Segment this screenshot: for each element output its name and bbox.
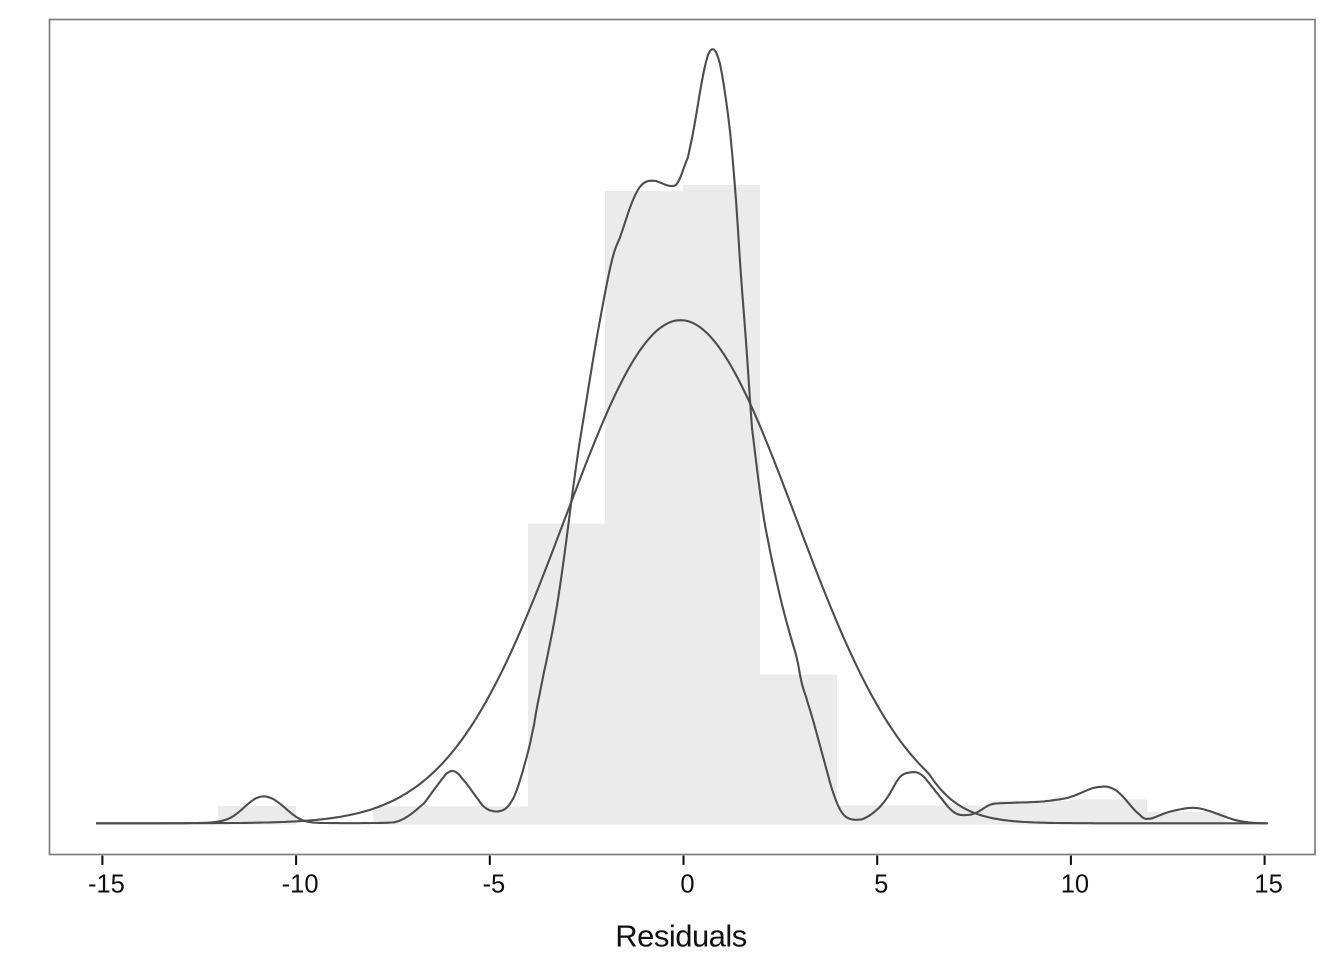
svg-text:0: 0 [680,871,694,899]
svg-text:-15: -15 [88,871,125,899]
svg-text:15: 15 [1254,871,1282,899]
svg-text:-10: -10 [282,871,319,899]
svg-text:10: 10 [1061,871,1089,899]
svg-text:-5: -5 [482,871,505,899]
svg-text:5: 5 [874,871,888,899]
svg-text:Residuals: Residuals [615,919,747,954]
